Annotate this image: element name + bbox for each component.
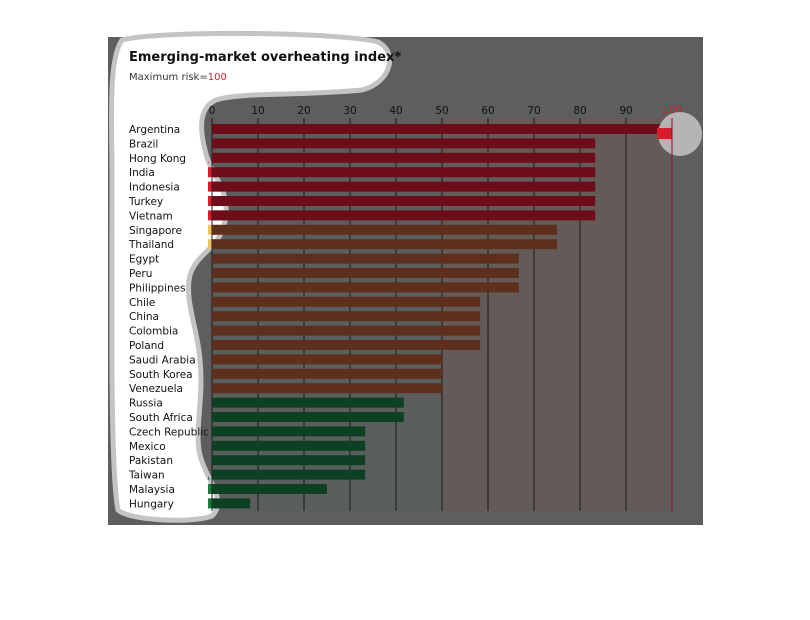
subtitle-prefix: Maximum risk= [129,72,208,83]
label-backdrop-outline [108,30,393,523]
bar-argentina [212,124,672,134]
bars [212,124,672,509]
category-label-venezuela: Venezuela [129,383,183,395]
category-label-china: China [129,311,159,323]
category-label-south-korea: South Korea [129,369,193,381]
category-label-singapore: Singapore [129,225,182,237]
subtitle-value: 100 [208,72,227,83]
bar-south-africa [212,412,404,422]
category-label-argentina: Argentina [129,124,180,136]
category-label-thailand: Thailand [128,239,174,251]
category-label-taiwan: Taiwan [128,470,165,482]
category-label-philippines: Philippines [129,282,186,294]
tick-label-70: 70 [527,105,540,117]
bar-vietnam [212,210,596,221]
category-label-poland: Poland [129,340,164,352]
bar-colombia [212,325,481,336]
category-label-hungary: Hungary [129,498,174,510]
bar-egypt [212,253,519,264]
category-label-chile: Chile [129,297,155,309]
category-label-indonesia: Indonesia [129,182,180,194]
chart-subtitle: Maximum risk=100 [129,72,227,83]
category-label-india: India [129,167,155,179]
category-label-peru: Peru [129,268,152,280]
tick-label-20: 20 [297,105,310,117]
category-labels: Argentina Brazil Hong Kong India Indonesia Tu… [128,124,209,510]
category-label-malaysia: Malaysia [129,484,175,496]
bar-china [212,311,481,322]
bar-poland [212,340,481,350]
tick-label-30: 30 [343,105,356,117]
bar-chile [212,296,481,307]
category-label-vietnam: Vietnam [129,210,173,222]
category-label-colombia: Colombia [129,326,178,338]
bar-philippines [212,282,519,293]
max-highlight-circle [658,112,702,156]
category-label-turkey: Turkey [128,196,163,208]
tick-label-40: 40 [389,105,402,117]
bar-hungary [212,498,251,509]
bar-taiwan [212,469,366,480]
bar-czech-republic [212,426,366,437]
tick-label-90: 90 [619,105,632,117]
tick-label-50: 50 [435,105,448,117]
x-axis-ticks: 0 10 20 30 40 50 60 70 80 90 100 [209,105,682,117]
bar-turkey [212,196,596,206]
max-highlight-bar [657,128,672,139]
tick-label-80: 80 [573,105,586,117]
bar-brazil [212,138,596,149]
category-label-hong-kong: Hong Kong [129,153,186,165]
category-label-brazil: Brazil [129,138,158,150]
category-label-pakistan: Pakistan [129,455,173,467]
bar-mexico [212,440,366,451]
bar-russia [212,397,404,408]
category-label-egypt: Egypt [129,254,159,266]
bar-indonesia [212,181,596,192]
bar-malaysia [212,484,327,494]
bar-saudi-arabia [212,354,442,365]
label-backdrop [111,33,390,521]
bar-pakistan [212,455,366,466]
tick-label-0: 0 [209,105,216,117]
tick-label-10: 10 [251,105,264,117]
category-label-south-africa: South Africa [129,412,193,424]
bar-peru [212,268,519,278]
category-label-mexico: Mexico [129,441,166,453]
category-label-czech-republic: Czech Republic [129,426,209,438]
chart-title: Emerging-market overheating index* [129,50,401,65]
category-label-saudi-arabia: Saudi Arabia [129,354,196,366]
bar-hong-kong [212,152,596,163]
bar-south-korea [212,368,442,379]
category-label-russia: Russia [129,398,163,410]
tick-label-60: 60 [481,105,494,117]
bar-thailand [212,239,557,250]
bar-india [212,167,596,178]
bar-singapore [212,224,557,235]
bar-venezuela [212,383,442,394]
